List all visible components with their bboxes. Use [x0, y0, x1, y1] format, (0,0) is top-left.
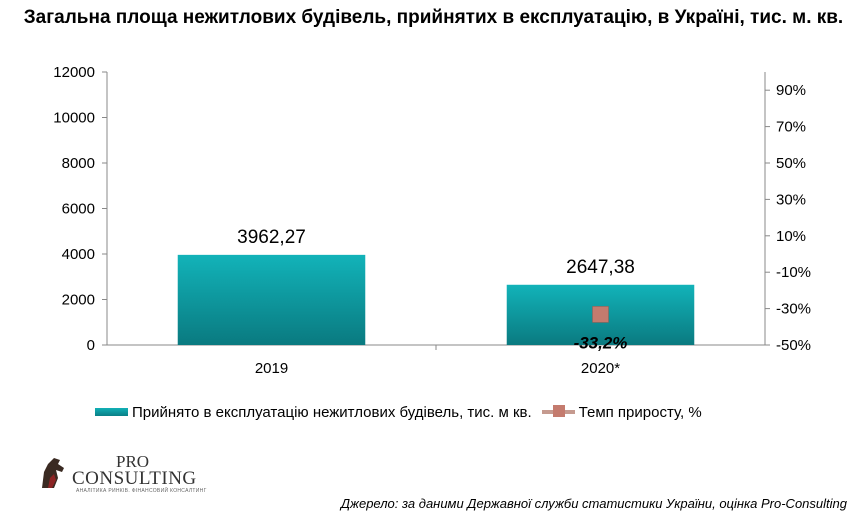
- right-tick-label: -10%: [776, 264, 811, 281]
- chart-title: Загальна площа нежитлових будівель, прий…: [23, 7, 844, 28]
- logo-consulting-text: CONSULTING: [72, 468, 197, 489]
- x-tick-label: 2020*: [581, 360, 620, 377]
- bar: [177, 254, 366, 345]
- pro-consulting-logo: PRO CONSULTING АНАЛІТИКА РИНКІВ. ФІНАНСО…: [38, 452, 208, 494]
- left-tick-label: 12000: [53, 64, 95, 81]
- right-tick-label: 10%: [776, 228, 806, 245]
- left-tick-label: 6000: [62, 201, 95, 218]
- legend-line-label: Темп приросту, %: [578, 403, 702, 421]
- bar-data-label: 2647,38: [566, 257, 635, 278]
- chart-plot: 0 2000 4000 6000 8000 10000 12000 -50% -30% -10% 1…: [53, 64, 811, 377]
- legend-item-growth: Темп приросту, %: [532, 404, 702, 421]
- legend-line-swatch: [541, 405, 575, 417]
- growth-marker: [592, 306, 609, 323]
- right-tick-label: -50%: [776, 337, 811, 354]
- left-tick-label: 0: [87, 337, 95, 354]
- legend-bar-label: Прийнято в експлуатацію нежитлових будів…: [132, 403, 532, 421]
- bar-data-label: 3962,27: [237, 227, 306, 248]
- right-tick-label: 90%: [776, 82, 806, 99]
- right-tick-label: 70%: [776, 119, 806, 136]
- left-tick-label: 10000: [53, 110, 95, 127]
- logo-pro-text: PRO: [116, 452, 150, 471]
- right-tick-label: 30%: [776, 191, 806, 208]
- logo-tagline: АНАЛІТИКА РИНКІВ. ФІНАНСОВИЙ КОНСАЛТИНГ: [76, 488, 207, 494]
- growth-data-label: -33,2%: [574, 333, 628, 352]
- left-tick-label: 2000: [62, 292, 95, 309]
- left-tick-label: 8000: [62, 155, 95, 172]
- source-note: Джерело: за даними Державної служби стат…: [340, 496, 847, 511]
- x-tick-label: 2019: [255, 360, 288, 377]
- legend-bar-swatch: [95, 408, 128, 416]
- legend: Прийнято в експлуатацію нежитлових будів…: [95, 402, 702, 422]
- horse-logo-icon: [38, 454, 68, 490]
- legend-item-bars: Прийнято в експлуатацію нежитлових будів…: [95, 404, 532, 421]
- left-tick-label: 4000: [62, 246, 95, 263]
- right-tick-label: 50%: [776, 155, 806, 172]
- right-tick-label: -30%: [776, 301, 811, 318]
